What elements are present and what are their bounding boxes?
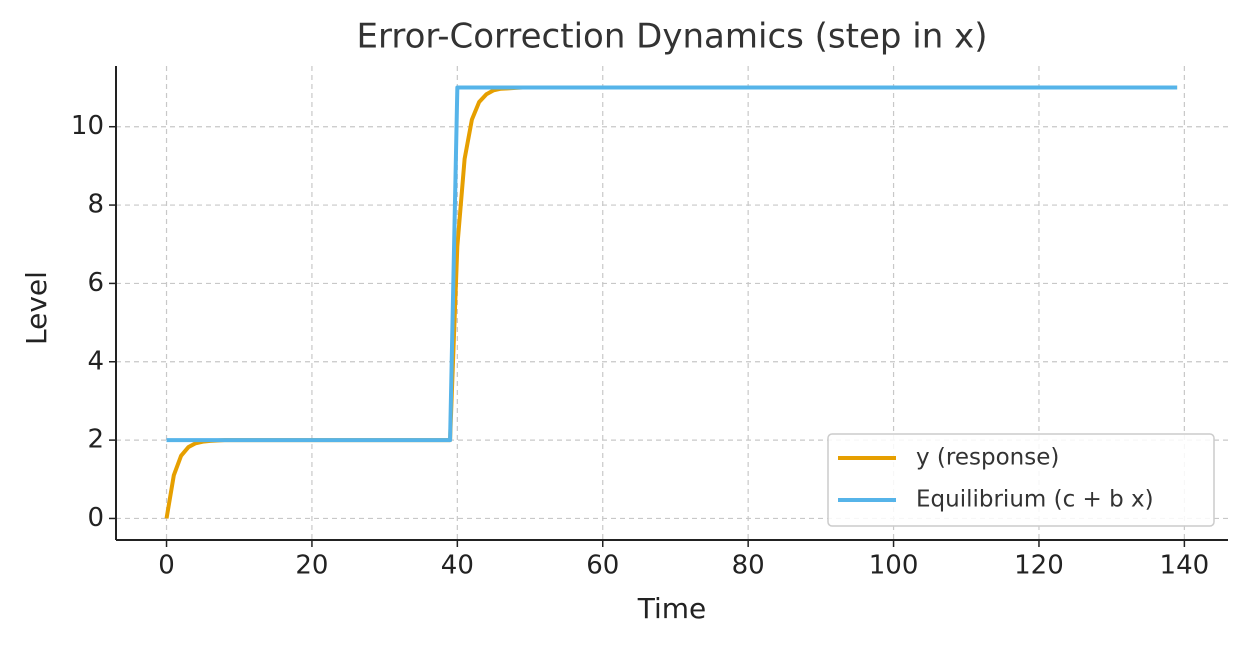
chart-title: Error-Correction Dynamics (step in x): [357, 17, 988, 57]
legend: y (response) Equilibrium (c + b x): [827, 433, 1215, 527]
x-tick-label: 80: [732, 551, 765, 581]
legend-label: y (response): [916, 445, 1059, 471]
legend-label: Equilibrium (c + b x): [916, 487, 1154, 513]
y-tick-label: 10: [71, 111, 104, 141]
y-axis-label: Level: [20, 271, 53, 345]
x-tick-label: 140: [1160, 551, 1210, 581]
x-tick-label: 100: [869, 551, 919, 581]
x-axis-label: Time: [637, 592, 707, 625]
x-tick-label: 120: [1014, 551, 1064, 581]
x-tick-label: 20: [295, 551, 328, 581]
y-tick-label: 2: [87, 425, 104, 455]
y-tick-label: 4: [87, 346, 104, 376]
data-line: [166, 85, 1178, 443]
x-tick-label: 40: [441, 551, 474, 581]
y-tick-label: 0: [87, 503, 104, 533]
y-tick-label: 6: [87, 268, 104, 298]
y-tick-label: 8: [87, 190, 104, 220]
x-tick-label: 60: [586, 551, 619, 581]
legend-box: [827, 433, 1215, 527]
x-tick-label: 0: [158, 551, 175, 581]
